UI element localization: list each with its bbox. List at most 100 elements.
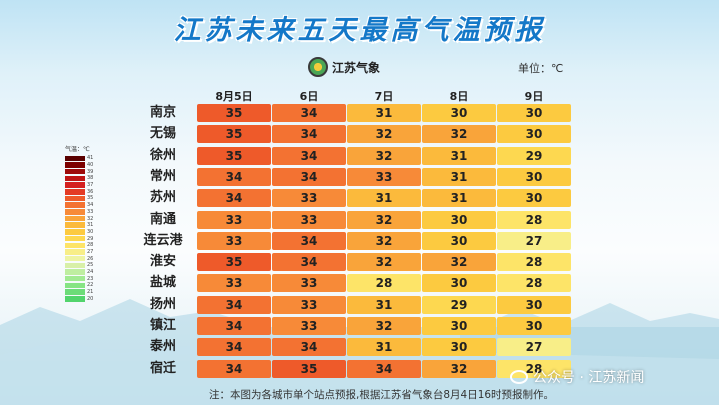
legend-swatch (65, 229, 85, 235)
temperature-cell: 30 (422, 104, 496, 122)
legend-value: 36 (87, 188, 94, 195)
legend-swatch (65, 175, 85, 182)
legend-swatch (65, 189, 85, 195)
temperature-cell: 31 (347, 104, 421, 122)
legend-swatch (65, 202, 85, 208)
legend-item: 33 (65, 209, 93, 216)
legend-value: 35 (87, 195, 94, 202)
temperature-cell: 33 (272, 189, 346, 208)
temperature-cell: 30 (497, 104, 571, 122)
temperature-cell: 33 (272, 274, 346, 293)
temperature-cell: 34 (197, 295, 271, 314)
legend-item: 22 (65, 282, 93, 289)
temperature-cell: 33 (272, 210, 346, 229)
temperature-cell: 35 (197, 146, 271, 165)
legend-item: 25 (65, 262, 93, 269)
legend-item: 38 (65, 175, 93, 182)
temperature-cell: 32 (347, 146, 421, 165)
legend-swatch (65, 209, 85, 215)
temperature-cell: 31 (422, 146, 496, 165)
legend-swatch (65, 162, 85, 168)
city-name: 常州 (149, 168, 176, 184)
page-title: 江苏未来五天最高气温预报 (173, 15, 546, 46)
legend-value: 41 (87, 155, 94, 162)
city-name: 宿迁 (149, 360, 176, 376)
legend-value: 40 (87, 162, 94, 169)
unit-label: 单位：℃ (518, 62, 564, 75)
legend-value: 22 (87, 282, 94, 289)
temperature-cell: 31 (347, 338, 421, 357)
temperature-cell: 28 (347, 274, 421, 293)
legend-swatch (65, 255, 85, 262)
legend-item: 39 (65, 168, 93, 175)
temperature-cell: 30 (497, 167, 571, 186)
temperature-cell: 33 (272, 295, 346, 314)
city-name: 南通 (149, 211, 176, 227)
day-header: 8月5日 (215, 90, 253, 103)
legend-item: 23 (65, 275, 93, 282)
temperature-cell: 33 (347, 167, 421, 186)
day-header: 6日 (299, 90, 319, 103)
legend-item: 35 (65, 195, 93, 202)
temperature-cell: 31 (347, 189, 421, 208)
temperature-cell: 35 (197, 104, 271, 122)
legend-value: 27 (87, 248, 94, 255)
watermark: 公众号 · 江苏新闻 (510, 367, 644, 387)
legend-value: 37 (87, 182, 94, 189)
temperature-cell: 30 (497, 295, 571, 314)
legend-value: 38 (87, 175, 94, 182)
temperature-cell: 30 (422, 317, 496, 335)
temperature-cell: 34 (272, 253, 346, 272)
legend-item: 32 (65, 215, 93, 222)
temperature-cell: 32 (347, 317, 421, 335)
temperature-cell: 32 (347, 210, 421, 229)
city-name: 无锡 (149, 126, 176, 142)
legend-item: 41 (65, 155, 93, 162)
temperature-cell: 35 (197, 253, 271, 272)
city-name: 扬州 (149, 296, 176, 312)
legend-item: 28 (65, 242, 93, 249)
temperature-cell: 28 (497, 274, 571, 293)
city-name: 南京 (149, 105, 176, 120)
temperature-cell: 30 (497, 317, 571, 335)
legend-value: 28 (87, 242, 94, 249)
temperature-cell: 30 (422, 274, 496, 293)
temperature-cell: 30 (497, 125, 571, 144)
temperature-cell: 30 (422, 210, 496, 229)
temperature-cell: 34 (272, 231, 346, 250)
temperature-cell: 28 (497, 253, 571, 272)
logo: 江苏气象 (308, 57, 380, 77)
legend-item: 21 (65, 289, 93, 296)
wechat-icon (510, 370, 528, 384)
temperature-cell: 33 (197, 231, 271, 250)
day-header: 7日 (374, 90, 394, 103)
city-name: 盐城 (149, 275, 176, 291)
legend-item: 31 (65, 222, 93, 229)
temperature-cell: 33 (272, 317, 346, 335)
temperature-cell: 32 (422, 125, 496, 144)
temperature-cell: 34 (197, 189, 271, 208)
day-header: 8日 (449, 90, 469, 103)
legend-swatch (65, 222, 85, 228)
legend-value: 26 (87, 255, 94, 262)
legend-value: 32 (87, 215, 94, 222)
legend-item: 27 (65, 249, 93, 256)
temperature-cell: 34 (197, 338, 271, 357)
footnote: 注：本图为各城市单个站点预报,根据江苏省气象台8月4日16时预报制作。 (209, 389, 555, 401)
legend-swatch (65, 269, 85, 275)
legend-title: 气温：℃ (65, 146, 90, 153)
legend-item: 29 (65, 235, 93, 242)
temperature-cell: 31 (347, 295, 421, 314)
legend-swatch (65, 242, 85, 249)
city-name: 苏州 (149, 190, 176, 206)
temperature-cell: 27 (497, 231, 571, 250)
legend-value: 39 (87, 168, 94, 175)
legend-value: 34 (87, 202, 94, 209)
city-name: 连云港 (143, 232, 183, 248)
temperature-cell: 34 (272, 338, 346, 357)
temperature-cell: 32 (347, 125, 421, 144)
temperature-cell: 34 (272, 146, 346, 165)
legend-item: 40 (65, 162, 93, 169)
legend-item: 20 (65, 295, 93, 302)
legend-swatch (65, 215, 85, 222)
